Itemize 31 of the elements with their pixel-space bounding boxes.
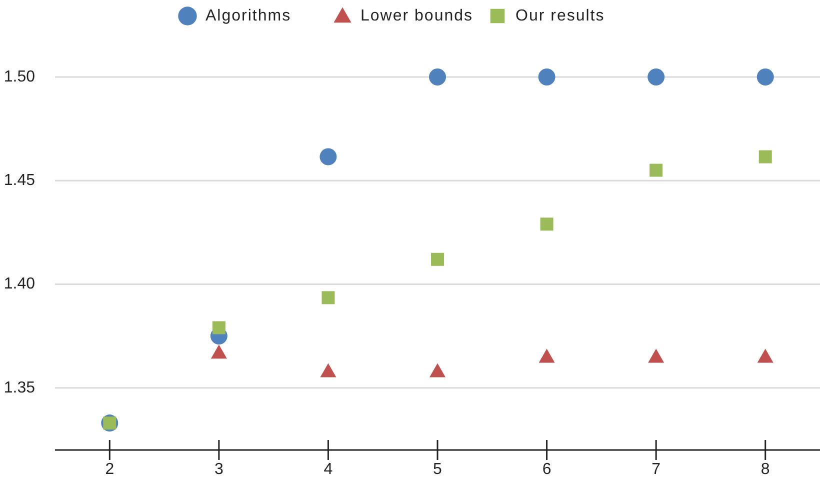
x-tick-label: 5 [433, 461, 442, 478]
point [540, 218, 554, 231]
point [758, 150, 772, 164]
x-tick-label: 4 [324, 461, 333, 478]
legend-label: Algorithms [206, 8, 292, 24]
point [320, 148, 337, 166]
point [757, 348, 774, 363]
point [648, 348, 664, 363]
x-tick-label: 3 [214, 461, 224, 478]
point [429, 68, 446, 86]
point [210, 344, 227, 359]
x-tick-label: 8 [760, 461, 770, 478]
x-tick-label: 2 [105, 461, 114, 478]
y-tick-label: 1.45 [4, 172, 36, 190]
point [320, 363, 336, 378]
point [430, 363, 446, 378]
y-tick-label: 1.50 [4, 68, 36, 86]
point [538, 348, 555, 363]
legend-label: Our results [516, 8, 605, 24]
legend-label: Lower bounds [360, 8, 474, 24]
point [212, 321, 226, 334]
point [322, 291, 335, 304]
point [756, 68, 774, 86]
y-tick-label: 1.35 [4, 379, 36, 396]
y-tick-label: 1.40 [4, 276, 36, 293]
point [538, 68, 556, 86]
point [650, 164, 663, 177]
point [648, 68, 665, 86]
x-tick-label: 7 [652, 461, 661, 478]
x-tick-label: 6 [542, 461, 552, 478]
point [431, 252, 444, 266]
